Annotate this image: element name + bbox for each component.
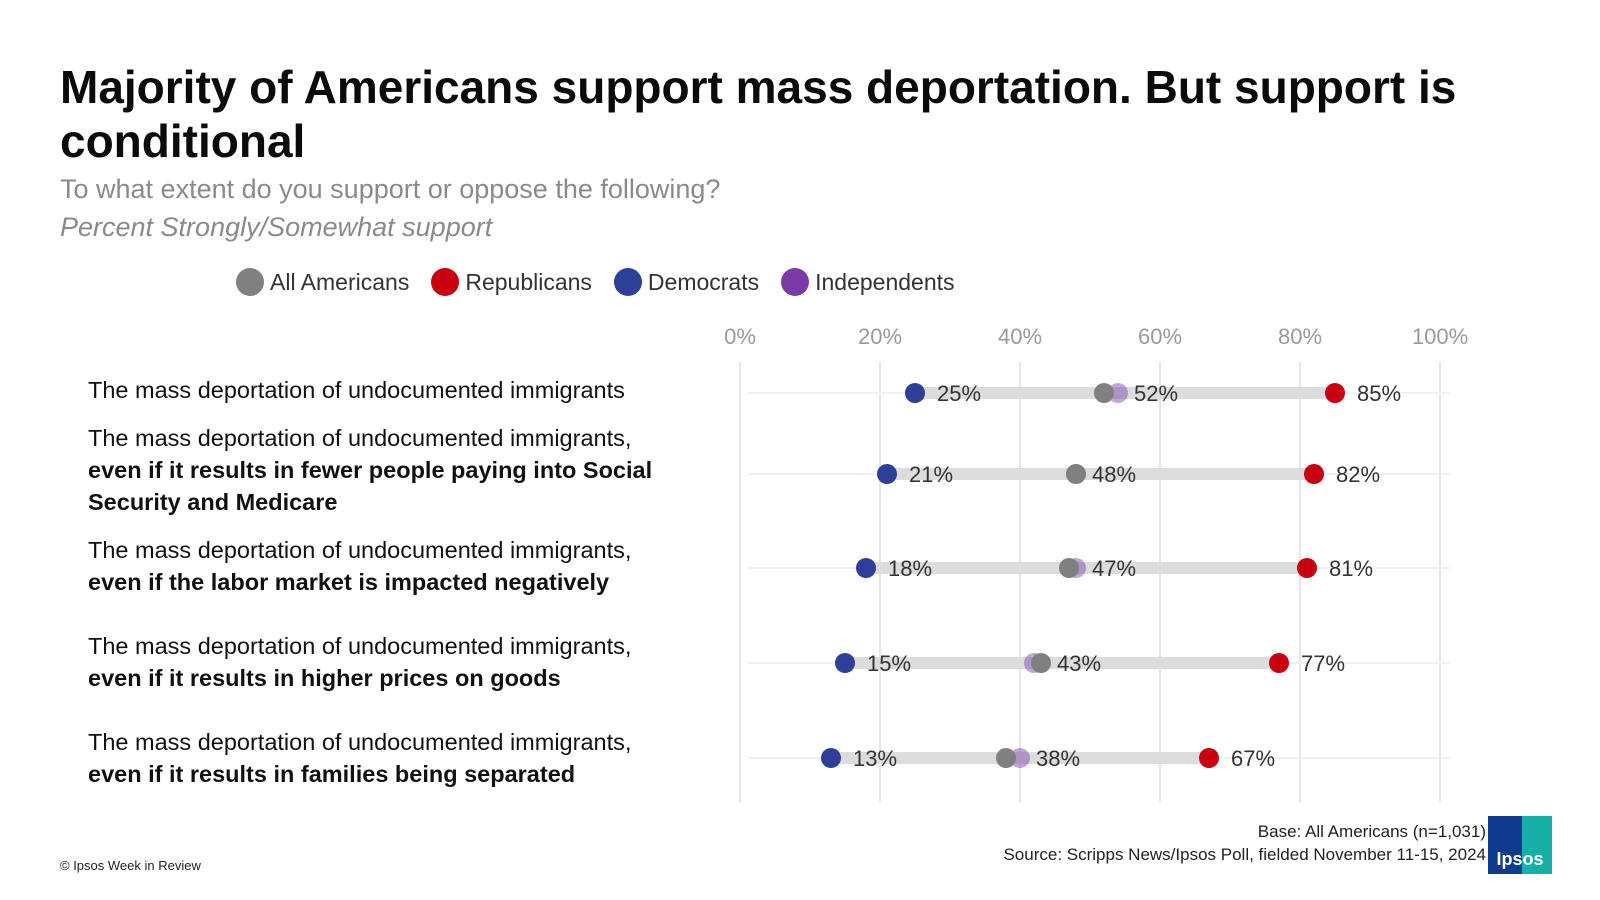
x-tick-label-2: 40% [998,324,1042,349]
data-label-democrats-row-2: 21% [909,462,953,487]
data-label-republicans-row-1: 85% [1357,381,1401,406]
row-label-1-text: The mass deportation of undocumented imm… [88,377,625,403]
dot-republicans-row-4 [1269,653,1289,673]
data-label-democrats-row-3: 18% [888,556,932,581]
dot-democrats-row-5 [821,748,841,768]
row-label-2-text: The mass deportation of undocumented imm… [88,425,632,451]
row-label-3-text: The mass deportation of undocumented imm… [88,537,632,563]
data-label-republicans-row-5: 67% [1231,746,1275,771]
x-tick-label-5: 100% [1412,324,1468,349]
footer-source: Source: Scripps News/Ipsos Poll, fielded… [1003,845,1486,864]
dot-independents-row-1 [1108,383,1128,403]
x-tick-label-1: 20% [858,324,902,349]
data-label-all-americans-row-1: 52% [1134,381,1178,406]
dot-democrats-row-3 [856,558,876,578]
copyright-notice: © Ipsos Week in Review [60,858,201,873]
legend: All Americans Republicans Democrats Inde… [236,268,977,296]
data-label-democrats-row-1: 25% [937,381,981,406]
ipsos-logo: Ipsos [1488,816,1552,874]
dot-all-americans-row-4 [1031,653,1051,673]
x-tick-label-4: 80% [1278,324,1322,349]
data-label-republicans-row-4: 77% [1301,651,1345,676]
logo-accent-shape [1522,816,1552,874]
legend-label-republicans: Republicans [465,268,592,295]
dot-republicans-row-3 [1297,558,1317,578]
data-label-all-americans-row-5: 38% [1036,746,1080,771]
chart-subtitle-measure: Percent Strongly/Somewhat support [60,212,493,242]
legend-label-democrats: Democrats [647,268,760,295]
legend-item-republicans: Republicans [431,268,592,296]
data-label-all-americans-row-2: 48% [1092,462,1136,487]
dot-republicans-row-1 [1325,383,1345,403]
data-label-republicans-row-3: 81% [1329,556,1373,581]
dot-democrats-row-1 [905,383,925,403]
row-label-2: The mass deportation of undocumented imm… [88,422,708,518]
legend-dot-all-americans [236,268,264,296]
data-label-all-americans-row-4: 43% [1057,651,1101,676]
row-label-3-condition: even if the labor market is impacted neg… [88,569,610,595]
logo-text: Ipsos [1496,849,1544,869]
row-label-4-condition: even if it results in higher prices on g… [88,665,561,691]
legend-dot-republicans [431,268,460,296]
data-label-democrats-row-4: 15% [867,651,911,676]
dot-all-americans-row-1 [1094,383,1114,403]
data-label-all-americans-row-3: 47% [1092,556,1136,581]
legend-item-all-americans: All Americans [236,268,409,296]
x-tick-label-3: 60% [1138,324,1182,349]
dot-all-americans-row-5 [996,748,1016,768]
legend-dot-democrats [613,268,642,296]
dot-republicans-row-5 [1199,748,1219,768]
chart-title: Majority of Americans support mass depor… [60,61,1457,167]
legend-label-independents: Independents [815,268,955,295]
data-label-democrats-row-5: 13% [853,746,897,771]
x-tick-label-0: 0% [724,324,756,349]
data-label-republicans-row-2: 82% [1336,462,1380,487]
row-label-2-condition: even if it results in fewer people payin… [88,457,653,515]
legend-item-independents: Independents [781,268,955,296]
row-label-4-text: The mass deportation of undocumented imm… [88,633,632,659]
dot-democrats-row-4 [835,653,855,673]
footer-base: Base: All Americans (n=1,031) [1257,822,1486,841]
dot-all-americans-row-2 [1066,464,1086,484]
legend-dot-independents [781,268,810,296]
legend-item-democrats: Democrats [613,268,760,296]
dot-republicans-row-2 [1304,464,1324,484]
row-label-1: The mass deportation of undocumented imm… [88,374,708,406]
dot-democrats-row-2 [877,464,897,484]
row-label-3: The mass deportation of undocumented imm… [88,534,708,598]
dot-all-americans-row-3 [1059,558,1079,578]
row-label-5-text: The mass deportation of undocumented imm… [88,729,632,755]
chart-subtitle: To what extent do you support or oppose … [60,174,721,204]
row-label-5-condition: even if it results in families being sep… [88,761,576,787]
row-label-4: The mass deportation of undocumented imm… [88,630,708,694]
row-label-5: The mass deportation of undocumented imm… [88,726,708,790]
dot-independents-row-5 [1010,748,1030,768]
legend-label-all-americans: All Americans [270,268,410,295]
